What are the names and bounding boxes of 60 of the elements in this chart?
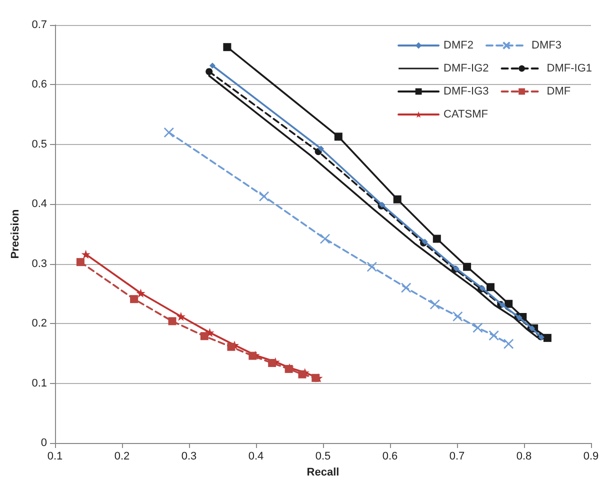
y-tick-label: 0.7	[32, 19, 47, 31]
point	[248, 352, 257, 360]
x-tick-label: 0.8	[516, 450, 532, 462]
y-tick-label: 0.4	[32, 198, 47, 210]
x-tick-label: 0.6	[382, 450, 398, 462]
point	[312, 374, 320, 382]
point	[430, 299, 440, 310]
point	[206, 68, 213, 76]
point	[366, 262, 378, 272]
point	[136, 288, 146, 298]
y-axis-title: Precision	[9, 208, 22, 259]
legend-label: DMF3	[532, 40, 562, 52]
point	[318, 146, 324, 152]
point	[432, 234, 441, 243]
point	[209, 62, 216, 69]
y-tick-label: 0.3	[32, 258, 47, 270]
x-tick-label: 0.7	[449, 450, 465, 462]
point	[452, 311, 463, 322]
legend-label: CATSMF	[444, 108, 488, 120]
point	[227, 342, 236, 351]
point	[320, 234, 330, 244]
point	[463, 262, 472, 271]
x-tick-label: 0.2	[114, 450, 130, 462]
legend-label: DMF	[546, 86, 571, 98]
point	[176, 312, 186, 321]
point	[258, 191, 270, 202]
x-tick-label: 0.1	[47, 450, 63, 462]
x-tick-label: 0.9	[583, 450, 599, 462]
point	[472, 322, 483, 333]
point	[76, 258, 84, 266]
point	[503, 338, 514, 350]
y-tick-label: 0.5	[32, 138, 47, 150]
y-tick-label: 0	[40, 437, 47, 449]
y-tick-label: 0.6	[32, 78, 47, 91]
point	[298, 370, 306, 378]
point	[223, 43, 232, 52]
legend-label: DMF-IG1	[546, 62, 592, 74]
x-tick-label: 0.4	[248, 450, 264, 462]
point	[543, 334, 552, 342]
point	[488, 330, 499, 341]
point	[81, 250, 90, 259]
point	[268, 358, 276, 367]
point	[334, 132, 342, 141]
x-tick-label: 0.3	[181, 450, 197, 462]
legend-label: DMF-IG3	[444, 86, 489, 98]
point	[393, 195, 402, 204]
point	[164, 127, 174, 138]
y-tick-label: 0.1	[32, 377, 47, 390]
x-axis-title: Recall	[306, 466, 340, 478]
point	[130, 295, 138, 304]
legend-label: DMF-IG2	[444, 62, 489, 74]
x-tick-label: 0.5	[315, 450, 331, 462]
point	[504, 300, 513, 308]
y-tick-label: 0.2	[32, 318, 47, 330]
point	[168, 317, 176, 326]
point	[200, 332, 208, 340]
point	[486, 283, 494, 292]
point	[400, 282, 412, 293]
point	[500, 302, 506, 308]
legend-label: DMF2	[444, 40, 474, 52]
